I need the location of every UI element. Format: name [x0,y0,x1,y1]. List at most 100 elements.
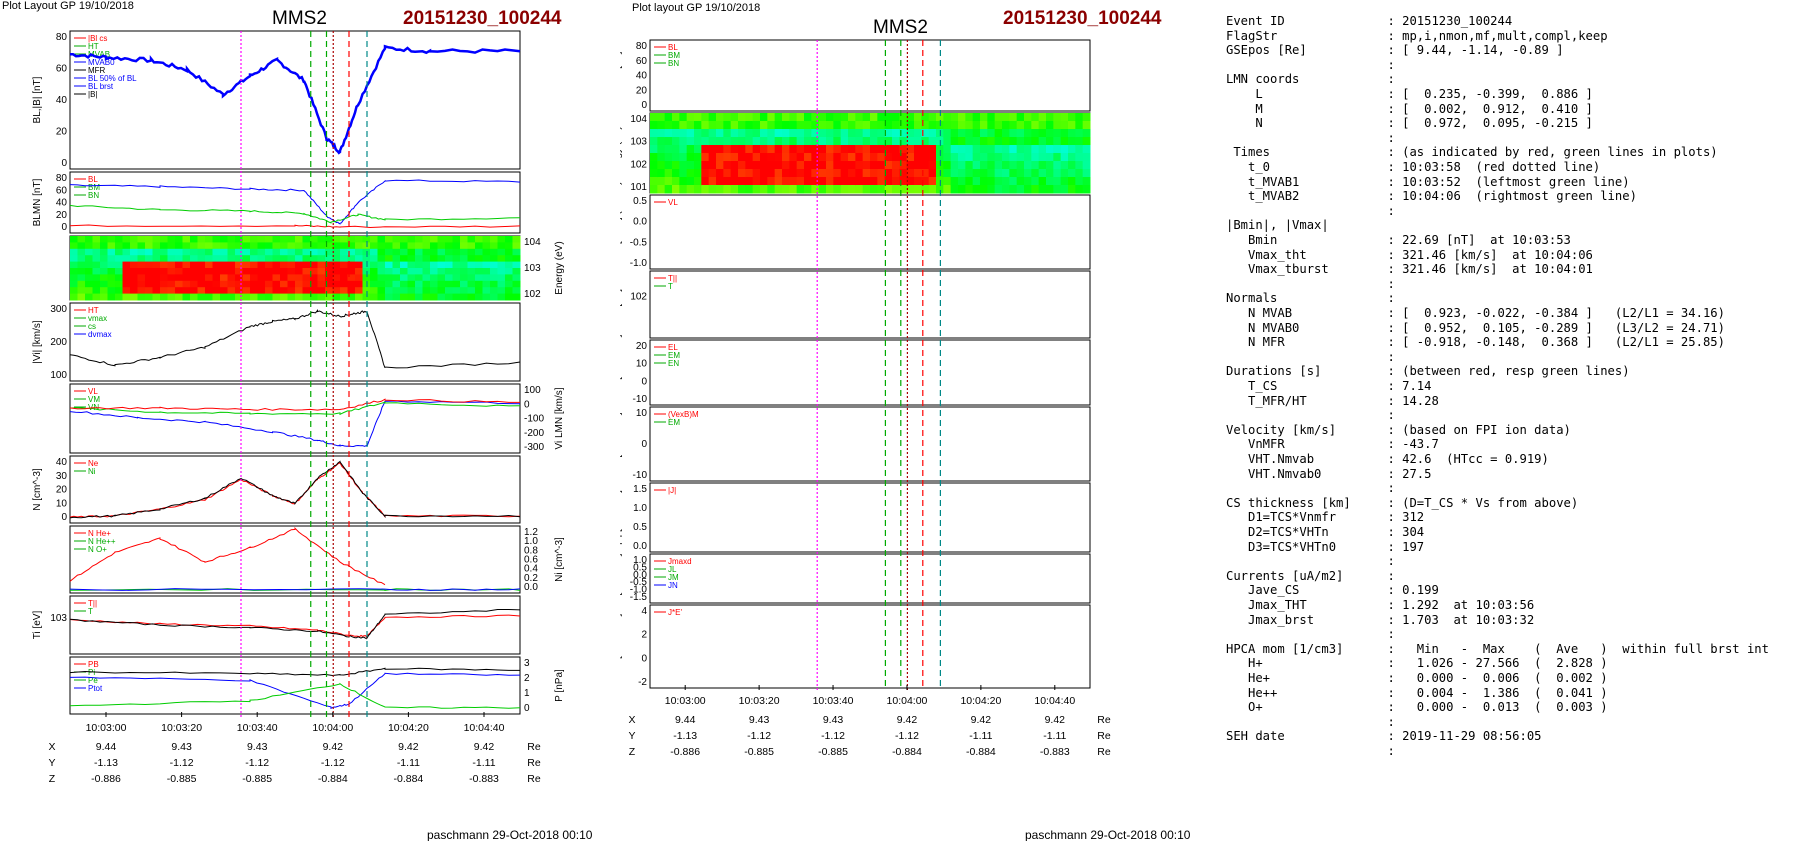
left-spectrogram-cell [332,261,341,269]
mid-spectrogram-cell [745,137,754,146]
left-spectrogram-cell [505,261,513,269]
left-spectrogram-cell [415,242,423,250]
mid-spectrogram-cell [1053,169,1062,178]
left-spectrogram-cell [332,236,341,243]
left-spectrogram-cell [422,261,431,269]
left-ephem-value: 9.42 [323,741,344,753]
left-spectrogram-cell [302,287,311,295]
left-spectrogram-cell [197,261,206,269]
left-spectrogram-cell [70,261,78,269]
left-spectrogram-cell [400,293,408,301]
mid-spectrogram-cell [855,161,864,170]
left-spectrogram-cell [482,242,491,250]
left-spectrogram-cell [362,287,371,295]
left-spectrogram-cell [422,274,431,282]
left-series-BM [69,204,521,224]
info-value: : 27.5 [1387,466,1432,481]
info-key [1226,58,1387,72]
mid-spectrogram-cell [745,145,754,154]
left-spectrogram-cell [287,255,296,263]
mid-spectrogram-cell [782,177,790,186]
left-spectrogram-cell [257,287,266,295]
left-spectrogram-cell [92,255,101,263]
mid-spectrogram-cell [972,161,981,170]
mid-spectrogram-cell [928,121,937,130]
mid-spectrogram-cell [767,161,776,170]
left-spectrogram-cell [497,268,506,275]
left-ephem-value: -0.883 [469,773,499,785]
info-value: : [ 0.002, 0.912, 0.410 ] [1387,101,1593,116]
mid-spectrogram-cell [811,185,820,194]
mid-spectrogram-cell [752,153,761,162]
left-spectrogram-cell [370,248,378,256]
left-spectrogram-cell [497,248,506,256]
info-key: D2=TCS*VHTn [1226,525,1388,539]
left-spectrogram-cell [160,255,168,263]
left-spectrogram-cell [152,293,161,301]
left-ytick-label: 80 [56,173,68,184]
left-spectrogram-cell [497,274,506,282]
mid-ytick-label: 103 [630,137,647,148]
mid-spectrogram-cell [899,121,908,130]
info-value: : 321.46 [km/s] at 10:04:01 [1387,262,1593,277]
mid-spectrogram-cell [826,137,834,146]
mid-ytick-label: -1.0 [630,585,648,596]
info-key: HPCA mom [1/cm3] [1226,641,1388,656]
left-ytick-label: 60 [56,64,68,75]
mid-ylabel: Energy (eV) [620,126,623,179]
mid-spectrogram-cell [855,137,864,146]
mid-spectrogram-cell [657,161,666,170]
mid-spectrogram-cell [1038,129,1047,138]
mid-spectrogram-cell [965,161,974,170]
mid-spectrogram-cell [657,113,666,122]
mid-spectrogram-cell [848,129,856,138]
info-row: Currents [uA/m2] : [1226,569,1395,584]
mid-spectrogram-cell [694,113,702,122]
mid-spectrogram-cell [1038,145,1047,154]
left-spectrogram-cell [385,287,393,295]
mid-ytick-label: 2 [641,630,647,641]
mid-spectrogram-cell [760,137,768,146]
left-ytick-label: 200 [50,337,67,348]
mid-spectrogram-cell [723,169,732,178]
left-ephem-value: -0.884 [318,773,348,785]
left-spectrogram-cell [452,280,461,288]
left-panel-frame [69,525,521,594]
info-row: VHT.Nmvab0 : 27.5 [1226,467,1431,482]
left-spectrogram-cell [160,268,168,275]
mid-spectrogram-cell [679,161,688,170]
left-spectrogram-cell [377,255,386,263]
mid-spectrogram-cell [657,153,666,162]
left-spectrogram-cell [467,236,476,243]
left-spectrogram-cell [445,287,453,295]
mid-spectrogram-cell [972,137,981,146]
left-ylabel: Vi LMN [km/s] [554,387,565,449]
left-spectrogram-cell [467,268,476,275]
info-row: D2=TCS*VHTn : 304 [1226,525,1424,540]
left-ytick-label: 20 [56,485,68,496]
left-spectrogram-cell [445,255,453,263]
mid-spectrogram-cell [774,153,783,162]
left-spectrogram-cell [407,287,416,295]
mid-spectrogram-cell [1075,113,1084,122]
info-key: CS thickness [km] [1226,495,1388,510]
mid-spectrogram-cell [774,129,783,138]
left-spectrogram-cell [175,293,183,301]
mid-spectrogram-cell [943,121,952,130]
left-spectrogram-cell [317,242,326,250]
left-spectrogram-cell [400,261,408,269]
left-ephem-unit: Re [527,773,541,785]
info-row: : [1226,204,1394,219]
mid-spectrogram-cell [752,177,761,186]
left-spectrogram-cell [152,287,161,295]
left-spectrogram-cell [167,274,176,282]
mid-spectrogram-cell [840,129,849,138]
info-row: : [1226,350,1394,365]
left-spectrogram-cell [452,236,461,243]
info-key: M [1226,101,1388,116]
left-spectrogram-cell [505,280,513,288]
mid-spectrogram-cell [950,153,959,162]
mid-spectrogram-cell [1082,177,1091,186]
left-spectrogram-cell [505,242,513,250]
left-spectrogram-cell [310,248,318,256]
